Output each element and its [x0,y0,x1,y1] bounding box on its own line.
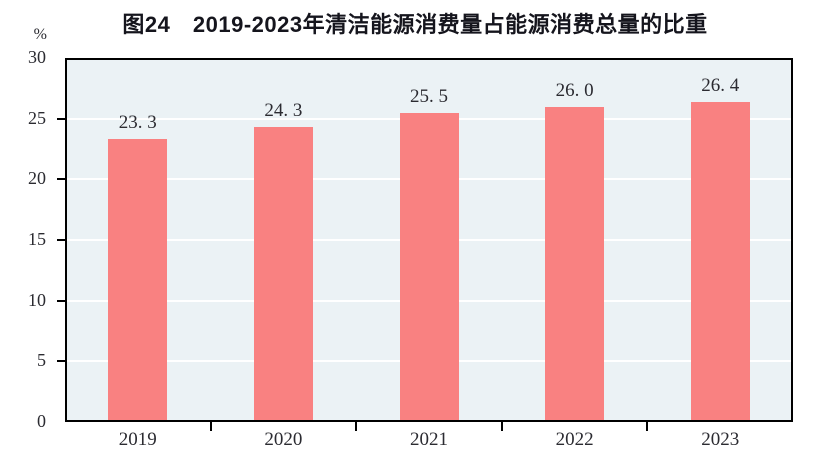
x-axis-label-2020: 2020 [264,429,303,450]
bar-2019 [108,139,168,422]
bar-value-label-2021: 25. 5 [410,85,448,107]
x-axis-tick-2 [355,422,358,431]
y-axis-label-0: 0 [37,411,46,431]
bar-2021 [399,112,459,422]
y-axis-tick-20 [57,178,65,181]
bar-value-label-2022: 26. 0 [555,79,594,101]
bar-value-label-2023: 26. 4 [701,74,740,96]
x-axis-label-2022: 2022 [555,429,594,450]
x-axis-label-2019: 2019 [118,429,157,450]
y-axis-label-5: 5 [37,350,46,371]
y-axis-tick-25 [57,117,65,120]
y-axis-label-20: 20 [28,168,46,189]
y-axis-label-25: 25 [28,107,46,128]
y-axis-label-30: 30 [28,47,46,67]
y-axis-tick-5 [57,360,65,363]
bar-2022 [545,106,605,422]
chart-title: 图24 2019-2023年清洁能源消费量占能源消费总量的比重 [122,12,708,37]
bar-2020 [253,127,313,422]
y-axis-label-15: 15 [28,229,46,249]
x-axis-tick-3 [500,422,503,431]
x-axis-label-2023: 2023 [701,429,740,450]
y-axis-tick-10 [57,299,65,302]
y-axis-label-10: 10 [28,289,46,310]
bar-value-label-2019: 23. 3 [118,112,157,134]
y-axis-unit-label: % [33,26,47,43]
y-axis-tick-15 [57,239,65,241]
x-axis-tick-1 [209,422,212,431]
x-axis-label-2021: 2021 [410,429,448,450]
x-axis-tick-4 [646,422,649,431]
bar-2023 [690,101,750,422]
bar-value-label-2020: 24. 3 [264,100,303,122]
plot-area: 23. 3 24. 3 25. 5 26. 0 26. 4 [65,58,793,422]
